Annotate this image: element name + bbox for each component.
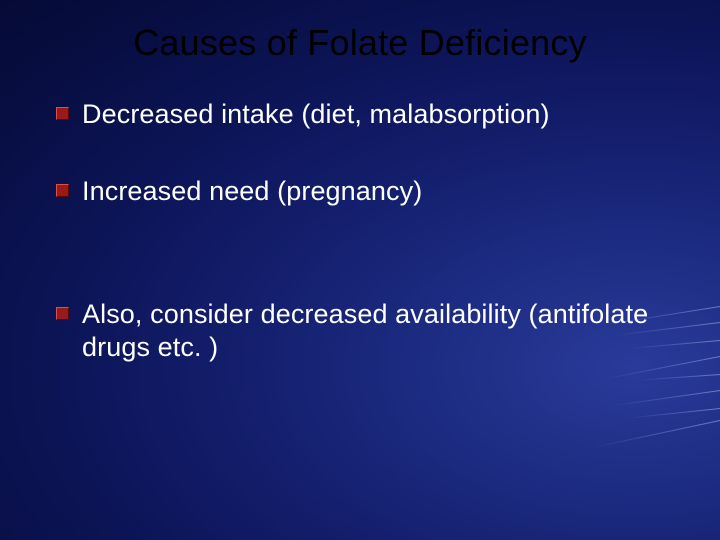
bullet-text: Decreased intake (diet, malabsorption) <box>82 99 550 129</box>
bullet-text: Also, consider decreased availability (a… <box>82 299 648 362</box>
bullet-text: Increased need (pregnancy) <box>82 176 422 206</box>
bullet-marker-icon <box>56 307 69 320</box>
bullet-item: Also, consider decreased availability (a… <box>56 298 682 364</box>
bullet-marker-icon <box>56 184 69 197</box>
bullet-item: Increased need (pregnancy) <box>56 175 682 208</box>
bullet-list: Decreased intake (diet, malabsorption) In… <box>38 98 682 364</box>
bullet-item: Decreased intake (diet, malabsorption) <box>56 98 682 131</box>
slide: Causes of Folate Deficiency Decreased in… <box>0 0 720 540</box>
slide-title: Causes of Folate Deficiency <box>38 22 682 64</box>
bullet-marker-icon <box>56 107 69 120</box>
